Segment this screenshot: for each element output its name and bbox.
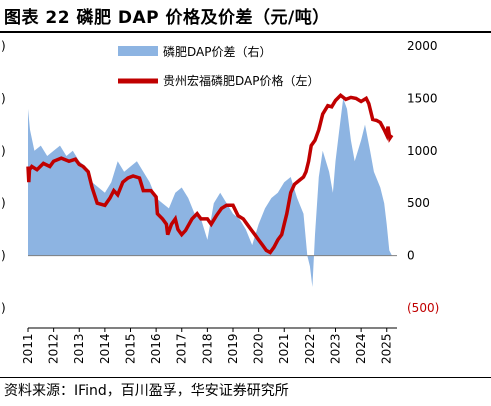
legend-swatch-spread bbox=[118, 46, 158, 56]
legend-label-spread: 磷肥DAP价差（右） bbox=[163, 44, 271, 59]
x-tick-label: 2013 bbox=[72, 333, 86, 364]
x-tick-label: 2022 bbox=[303, 333, 317, 364]
title-divider bbox=[0, 31, 491, 33]
left-tick-label: ) bbox=[1, 301, 6, 315]
axis-layer bbox=[27, 255, 397, 332]
x-tick-label: 2019 bbox=[226, 333, 240, 364]
x-tick-label: 2018 bbox=[200, 333, 214, 364]
right-tick-label: 500 bbox=[407, 196, 430, 210]
dap-price-spread-chart: 2011 2012 2013 2014 2015 2016 2017 2018 2019 2020… bbox=[1, 39, 439, 364]
x-tick-label: 2011 bbox=[21, 333, 35, 364]
legend-label-price: 贵州宏福磷肥DAP价格（左） bbox=[163, 73, 319, 88]
price-line-layer bbox=[26, 92, 394, 255]
x-tick-label: 2015 bbox=[124, 333, 138, 364]
price-line bbox=[26, 92, 394, 255]
right-tick-label: 1000 bbox=[407, 144, 438, 158]
x-tick-label: 2021 bbox=[277, 333, 291, 364]
right-tick-label: 0 bbox=[407, 249, 415, 263]
x-tick-label: 2025 bbox=[380, 333, 394, 364]
left-tick-label: ) bbox=[1, 196, 6, 210]
legend: 磷肥DAP价差（右） 贵州宏福磷肥DAP价格（左） bbox=[118, 44, 319, 88]
source-note: 资料来源：IFind，百川盈孚，华安证券研究所 bbox=[4, 383, 289, 399]
right-tick-label: 1500 bbox=[407, 91, 438, 105]
x-tick-label: 2023 bbox=[329, 333, 343, 364]
right-tick-label: (500) bbox=[407, 301, 439, 315]
x-tick-label: 2016 bbox=[149, 333, 163, 364]
x-tick-label: 2014 bbox=[98, 333, 112, 364]
x-tick-label: 2020 bbox=[252, 333, 266, 364]
right-tick-label: 2000 bbox=[407, 39, 438, 53]
left-tick-label: ) bbox=[1, 91, 6, 105]
chart-title: 图表 22 磷肥 DAP 价格及价差（元/吨） bbox=[4, 8, 330, 28]
left-tick-label: ) bbox=[1, 39, 6, 53]
x-tick-label: 2024 bbox=[354, 333, 368, 364]
left-tick-label: ) bbox=[1, 249, 6, 263]
tick-label-layer: 2011 2012 2013 2014 2015 2016 2017 2018 2019 2020… bbox=[1, 39, 439, 364]
spread-area bbox=[28, 98, 392, 288]
x-tick-label: 2012 bbox=[47, 333, 61, 364]
footer-divider bbox=[0, 377, 491, 378]
spread-area-layer bbox=[28, 98, 392, 288]
x-tick-label: 2017 bbox=[175, 333, 189, 364]
left-tick-label: ) bbox=[1, 144, 6, 158]
